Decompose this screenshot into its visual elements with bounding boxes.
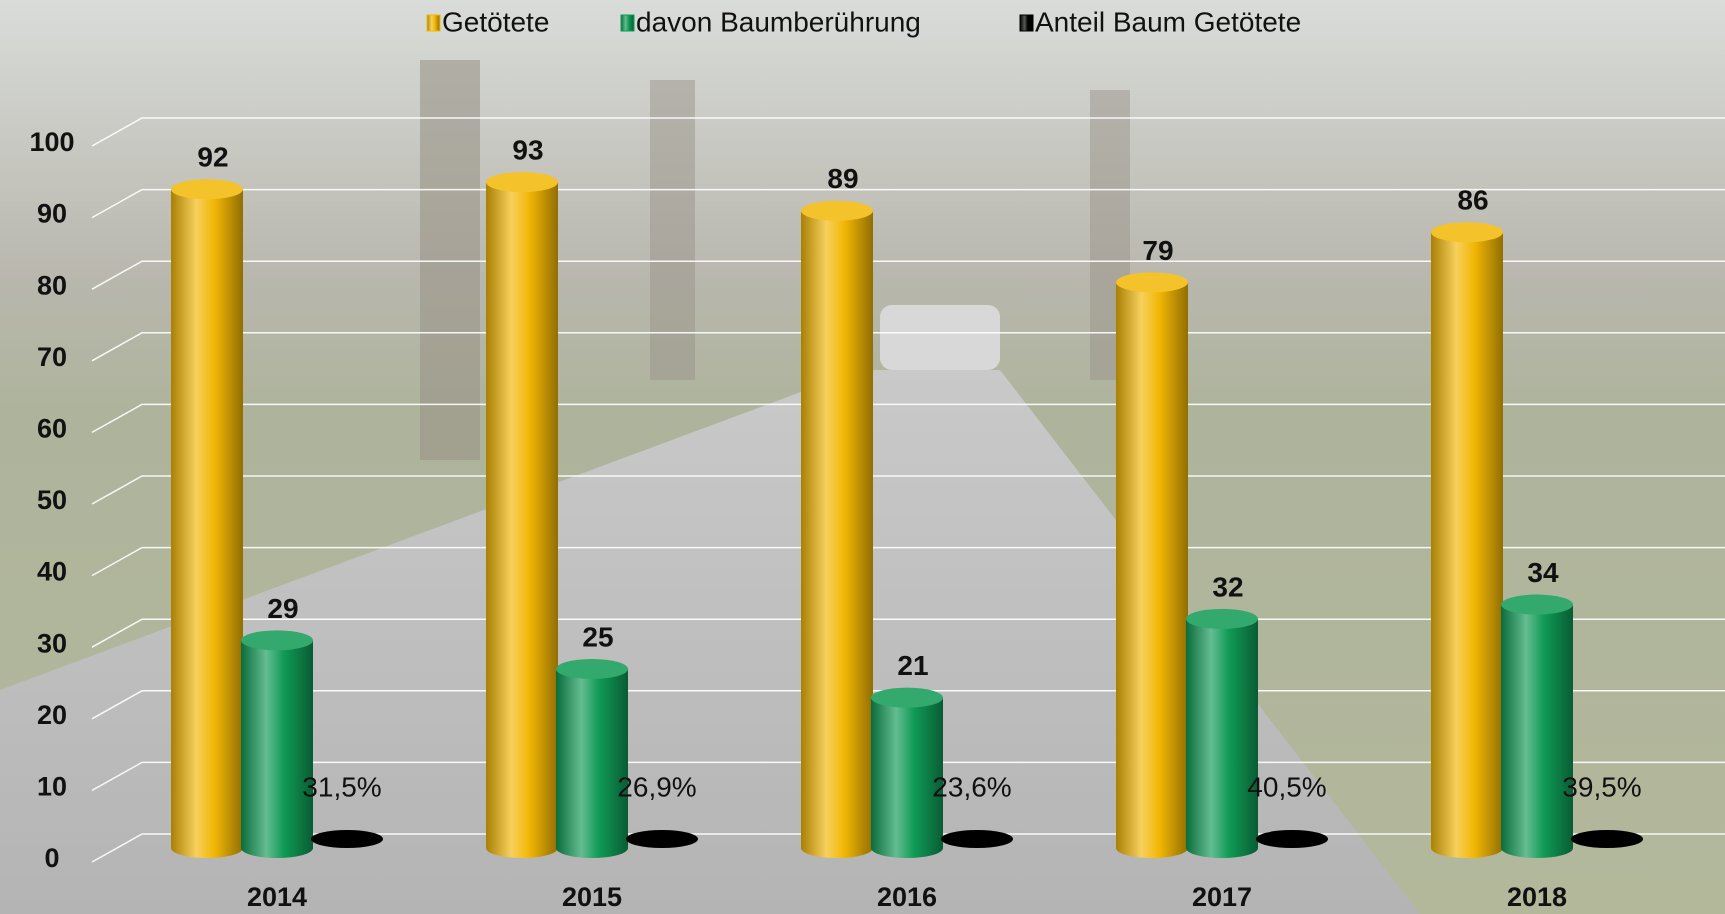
bar [941,830,1013,848]
bar-body [801,210,873,848]
data-label: 25 [582,621,613,652]
y-tick-label: 60 [37,414,67,444]
bar [1431,222,1503,858]
y-tick-label: 90 [37,199,67,229]
data-label: 92 [197,142,228,173]
bar-body [171,189,243,848]
bar [241,630,313,858]
data-label: 79 [1142,235,1173,266]
bar [556,659,628,858]
legend-marker [1019,14,1034,32]
y-tick-label: 20 [37,700,67,730]
grid-line [91,117,1725,147]
bar [171,179,243,858]
bar-body [871,697,943,848]
y-tick-label: 50 [37,485,67,515]
data-label: 40,5% [1247,771,1326,802]
y-tick-label: 10 [37,772,67,802]
x-tick-label: 2014 [247,882,307,912]
grid-line [91,260,1725,290]
x-tick-label: 2016 [877,882,937,912]
data-label: 29 [267,593,298,624]
x-tick-label: 2018 [1507,882,1567,912]
data-label: 21 [897,650,928,681]
legend-marker [620,14,635,32]
bar-top [801,200,873,221]
data-label: 32 [1212,571,1243,602]
y-tick-label: 40 [37,557,67,587]
legend-marker [426,14,441,32]
bar-top [241,630,313,651]
data-label: 31,5% [302,771,381,802]
bar [1256,830,1328,848]
bar-disc [941,830,1013,848]
grid-line [91,188,1725,219]
bar [801,200,873,858]
data-label: 23,6% [932,771,1011,802]
bar-top [871,687,943,708]
y-tick-label: 80 [37,270,67,300]
bar-top [486,172,558,193]
bar [311,830,383,848]
y-tick-label: 0 [44,843,59,873]
y-tick-label: 70 [37,342,67,372]
bar-top [1116,272,1188,293]
bar [871,687,943,858]
data-label: 34 [1527,557,1559,588]
bar-disc [1571,830,1643,848]
bar-disc [1256,830,1328,848]
legend-label: davon Baumberührung [636,6,921,37]
bar-body [1186,618,1258,848]
grid-line [91,332,1725,362]
bar-body [1501,604,1573,848]
bar-disc [626,830,698,848]
bar-top [171,179,243,200]
bar [1186,608,1258,858]
bar [486,172,558,858]
bar-body [1431,232,1503,849]
bar-body [241,640,313,848]
bar [626,830,698,848]
y-tick-label: 30 [37,628,67,658]
grid-line [91,403,1725,434]
legend-label: Anteil Baum Getötete [1035,6,1301,37]
bar-body [556,669,628,848]
bar-body [486,182,558,848]
y-tick-label: 100 [29,127,74,157]
bar [1116,272,1188,858]
bar-top [1501,594,1573,615]
data-label: 86 [1457,185,1488,216]
bar-top [1431,222,1503,243]
legend-label: Getötete [442,6,549,37]
grid-line [91,475,1725,505]
legend: Getötete davon Baumberührung Anteil Baum G… [426,6,1301,37]
bar [1571,830,1643,848]
x-tick-label: 2015 [562,882,622,912]
data-label: 89 [827,163,858,194]
data-label: 93 [512,135,543,166]
x-tick-label: 2017 [1192,882,1252,912]
bar-disc [311,830,383,848]
grid-line [91,546,1725,577]
bar-body [1116,282,1188,848]
bar-top [1186,608,1258,629]
bar-top [556,659,628,679]
data-label: 39,5% [1562,771,1641,802]
data-label: 26,9% [617,771,696,802]
bar [1501,594,1573,858]
